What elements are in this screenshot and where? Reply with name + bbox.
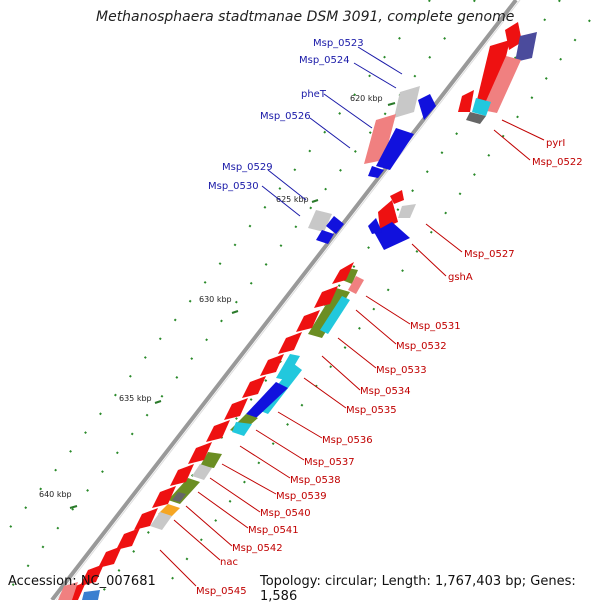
gene-block xyxy=(482,56,521,113)
gene-label: Msp_0538 xyxy=(290,475,341,486)
gene-block xyxy=(364,114,396,164)
gene-label: Msp_0539 xyxy=(276,491,327,502)
gene-block xyxy=(308,210,332,232)
gene-label: nac xyxy=(220,557,238,568)
gene-block xyxy=(326,216,344,234)
gene-block xyxy=(368,166,384,178)
backbone-line xyxy=(50,0,521,600)
gene-block xyxy=(192,464,212,480)
tick-label: 630 kbp xyxy=(199,295,232,304)
gene-label: Msp_0526 xyxy=(260,111,311,122)
right-labels: pyrI Msp_0522 Msp_0527 gshA Msp_0531 Msp… xyxy=(196,138,583,597)
forward-genes xyxy=(150,22,537,530)
gene-label: Msp_0522 xyxy=(532,157,583,168)
left-genes xyxy=(308,86,436,244)
gene-label: Msp_0533 xyxy=(376,365,427,376)
gene-block xyxy=(458,90,474,112)
gene-label: Msp_0536 xyxy=(322,435,373,446)
gene-label: Msp_0530 xyxy=(208,181,259,192)
gene-block xyxy=(232,422,252,436)
left-labels: Msp_0523 Msp_0524 pheT Msp_0526 Msp_0529… xyxy=(208,38,364,192)
gene-block xyxy=(376,128,414,170)
accession-text: Accession: NC_007681 xyxy=(8,574,156,589)
gene-label: Msp_0542 xyxy=(232,543,283,554)
tick-label: 640 kbp xyxy=(39,490,72,499)
tick-label: 620 kbp xyxy=(350,94,383,103)
gene-label: Msp_0531 xyxy=(410,321,461,332)
gene-block xyxy=(394,86,420,118)
gene-label: Msp_0541 xyxy=(248,525,299,536)
gene-label: pheT xyxy=(301,89,327,100)
gene-label: Msp_0529 xyxy=(222,162,273,173)
gene-label: Msp_0534 xyxy=(360,386,411,397)
gene-label: Msp_0524 xyxy=(299,55,350,66)
gene-label: gshA xyxy=(448,272,473,283)
gene-block xyxy=(515,32,537,62)
gene-label: Msp_0523 xyxy=(313,38,364,49)
gene-block xyxy=(418,94,436,120)
leader-lines xyxy=(159,46,545,587)
gene-label: Msp_0545 xyxy=(196,586,247,597)
gene-label: Msp_0537 xyxy=(304,457,355,468)
tick-label: 635 kbp xyxy=(119,394,152,403)
gene-label: Msp_0540 xyxy=(260,508,311,519)
gene-block xyxy=(316,230,334,244)
gene-block xyxy=(246,382,288,418)
gene-block xyxy=(172,492,186,502)
genome-title: Methanosphaera stadtmanae DSM 3091, comp… xyxy=(96,9,515,25)
gene-label: Msp_0527 xyxy=(464,249,515,260)
tick-labels: 620 kbp 625 kbp 630 kbp 635 kbp 640 kbp xyxy=(39,94,383,499)
gene-block xyxy=(276,354,300,380)
gene-block xyxy=(472,98,491,116)
gene-block xyxy=(398,204,416,218)
tick-label: 625 kbp xyxy=(276,195,309,204)
gene-block xyxy=(378,200,398,230)
gene-label: Msp_0532 xyxy=(396,341,447,352)
gene-block xyxy=(200,452,222,468)
gene-block xyxy=(368,218,382,234)
ticks xyxy=(69,102,396,509)
gene-block xyxy=(348,276,364,294)
gene-block xyxy=(390,190,404,204)
gene-block xyxy=(374,222,410,250)
gene-block xyxy=(476,40,510,104)
gene-block xyxy=(466,112,486,124)
bottom-genes xyxy=(58,582,100,600)
gene-block xyxy=(150,512,172,530)
gene-label: Msp_0535 xyxy=(346,405,397,416)
reverse-chevrons xyxy=(62,262,354,600)
gene-label: pyrI xyxy=(546,138,565,149)
gene-block xyxy=(320,296,350,334)
